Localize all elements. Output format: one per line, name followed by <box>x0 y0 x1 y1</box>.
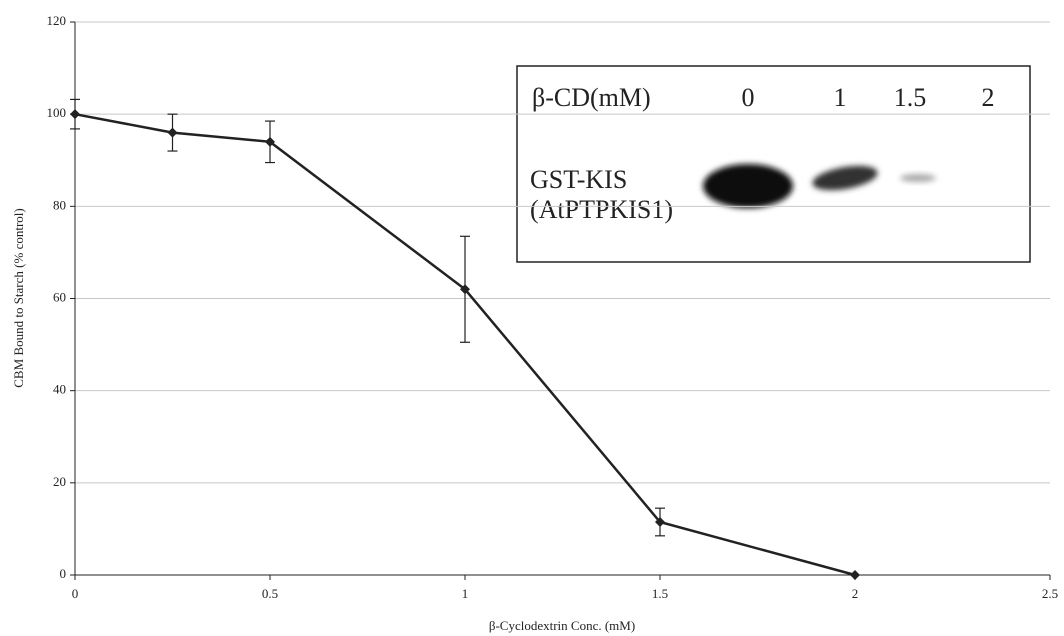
lane-label: 1 <box>834 83 847 112</box>
gel-band <box>703 164 793 208</box>
lane-label: 0 <box>742 83 755 112</box>
y-tick-label: 100 <box>47 105 67 120</box>
x-tick-label: 1 <box>462 586 469 601</box>
data-line <box>74 112 856 577</box>
x-tick-label: 0.5 <box>262 586 278 601</box>
y-tick-label: 20 <box>53 474 66 489</box>
x-tick-label: 2 <box>852 586 859 601</box>
data-point <box>655 517 665 528</box>
y-tick-label: 40 <box>53 382 66 397</box>
lane-label: 2 <box>982 83 995 112</box>
x-axis-label: β-Cyclodextrin Conc. (mM) <box>489 618 635 633</box>
gel-band <box>812 165 878 191</box>
y-tick-label: 80 <box>53 197 66 212</box>
inset-frame <box>516 65 1031 263</box>
gel-band <box>900 174 936 182</box>
y-tick-label: 120 <box>47 13 67 28</box>
inset: β-CD(mM) 0 1 1.5 2 GST-KIS(AtPTPKIS1) <box>516 65 1031 263</box>
inset-header: β-CD(mM) <box>532 83 651 112</box>
data-point <box>167 127 178 138</box>
x-tick-label: 0 <box>72 586 79 601</box>
y-tick-label: 60 <box>53 289 66 304</box>
x-tick-label: 1.5 <box>652 586 668 601</box>
data-point <box>265 136 275 147</box>
y-tick-label: 0 <box>60 566 67 581</box>
data-point <box>460 284 470 295</box>
data-point <box>850 570 860 580</box>
x-tick-label: 2.5 <box>1042 586 1058 601</box>
data-point <box>70 109 80 120</box>
lane-label: 1.5 <box>894 83 927 112</box>
y-axis-label: CBM Bound to Starch (% control) <box>11 208 26 387</box>
band-label: GST-KIS <box>530 165 627 194</box>
band-label: (AtPTPKIS1) <box>530 195 673 224</box>
